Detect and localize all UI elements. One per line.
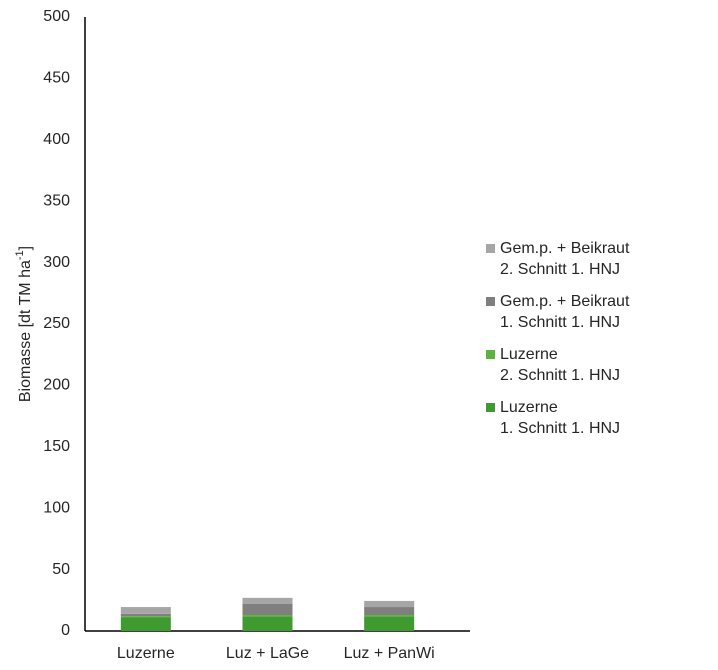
x-tick-label: Luzerne: [117, 645, 175, 662]
y-tick-label: 50: [52, 561, 70, 578]
x-tick-label: Luz + LaGe: [226, 645, 309, 662]
legend-swatch: [486, 350, 495, 359]
legend-label: Luzerne 1. Schnitt 1. HNJ: [500, 399, 621, 437]
bar-segment: [120, 613, 171, 617]
y-label-sup: -1: [14, 250, 26, 260]
y-tick-label: 450: [43, 70, 70, 87]
bar-segment: [364, 615, 415, 617]
legend-swatch: [486, 403, 495, 412]
bar-segment: [364, 607, 415, 616]
y-tick-label: 200: [43, 377, 70, 394]
y-tick-label: 300: [43, 254, 70, 271]
legend-item: Luzerne 2. Schnitt 1. HNJ: [486, 344, 629, 386]
legend-item: Luzerne 1. Schnitt 1. HNJ: [486, 397, 629, 439]
y-tick-label: 250: [43, 315, 70, 332]
bar-segment: [242, 616, 293, 631]
y-axis-label: Biomasse [dt TM ha-1]: [14, 246, 34, 402]
y-tick-label: 100: [43, 499, 70, 516]
bar-segment: [242, 603, 293, 616]
legend-item: Gem.p. + Beikraut 1. Schnitt 1. HNJ: [486, 291, 629, 333]
legend-label: Luzerne 2. Schnitt 1. HNJ: [500, 346, 621, 384]
y-label-end: ]: [17, 246, 34, 250]
bar-segment: [364, 600, 415, 608]
y-tick-label: 0: [61, 622, 70, 639]
y-tick-label: 150: [43, 438, 70, 455]
y-tick-label: 350: [43, 192, 70, 209]
y-tick-label: 400: [43, 131, 70, 148]
bar-segment: [120, 607, 171, 614]
bar-segment: [364, 616, 415, 631]
legend-label: Gem.p. + Beikraut 1. Schnitt 1. HNJ: [500, 293, 630, 331]
legend-swatch: [486, 244, 495, 253]
bar-segment: [120, 617, 171, 631]
bar-segment: [242, 597, 293, 604]
y-tick-label: 500: [43, 8, 70, 25]
x-tick-label: Luz + PanWi: [344, 645, 435, 662]
y-label-text: Biomasse [dt TM ha: [17, 260, 34, 402]
bar-segment: [242, 615, 293, 617]
legend-item: Gem.p. + Beikraut 2. Schnitt 1. HNJ: [486, 238, 629, 280]
legend: Gem.p. + Beikraut 2. Schnitt 1. HNJ Gem.p…: [486, 238, 629, 450]
legend-swatch: [486, 297, 495, 306]
legend-label: Gem.p. + Beikraut 2. Schnitt 1. HNJ: [500, 240, 630, 278]
bar-segment: [120, 616, 171, 618]
